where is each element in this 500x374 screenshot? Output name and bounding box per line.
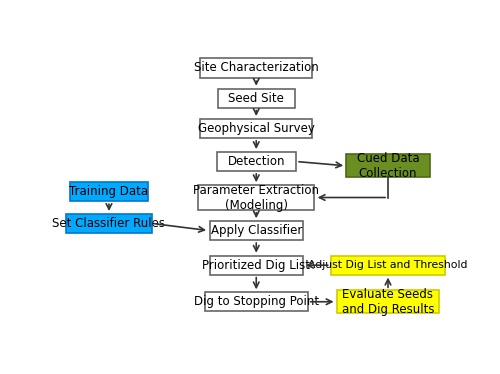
FancyBboxPatch shape bbox=[198, 185, 314, 210]
FancyBboxPatch shape bbox=[66, 214, 152, 233]
FancyBboxPatch shape bbox=[200, 58, 312, 78]
Text: Evaluate Seeds
and Dig Results: Evaluate Seeds and Dig Results bbox=[342, 288, 434, 316]
Text: Site Characterization: Site Characterization bbox=[194, 61, 318, 74]
Text: Geophysical Survey: Geophysical Survey bbox=[198, 122, 314, 135]
Text: Cued Data
Collection: Cued Data Collection bbox=[356, 152, 420, 180]
Text: Prioritized Dig List: Prioritized Dig List bbox=[202, 259, 310, 272]
Text: Dig to Stopping Point: Dig to Stopping Point bbox=[194, 295, 319, 308]
Text: Training Data: Training Data bbox=[70, 185, 148, 198]
FancyBboxPatch shape bbox=[218, 89, 295, 107]
Text: Adjust Dig List and Threshold: Adjust Dig List and Threshold bbox=[308, 260, 468, 270]
FancyBboxPatch shape bbox=[205, 292, 308, 311]
FancyBboxPatch shape bbox=[70, 183, 148, 201]
FancyBboxPatch shape bbox=[336, 290, 440, 313]
Text: Parameter Extraction
(Modeling): Parameter Extraction (Modeling) bbox=[193, 184, 320, 212]
FancyBboxPatch shape bbox=[346, 154, 430, 177]
Text: Detection: Detection bbox=[228, 155, 285, 168]
Text: Set Classifier Rules: Set Classifier Rules bbox=[52, 217, 166, 230]
FancyBboxPatch shape bbox=[200, 119, 312, 138]
Text: Apply Classifier: Apply Classifier bbox=[210, 224, 302, 237]
FancyBboxPatch shape bbox=[210, 256, 303, 275]
FancyBboxPatch shape bbox=[210, 221, 303, 240]
FancyBboxPatch shape bbox=[331, 256, 445, 275]
FancyBboxPatch shape bbox=[216, 152, 296, 171]
Text: Seed Site: Seed Site bbox=[228, 92, 284, 105]
